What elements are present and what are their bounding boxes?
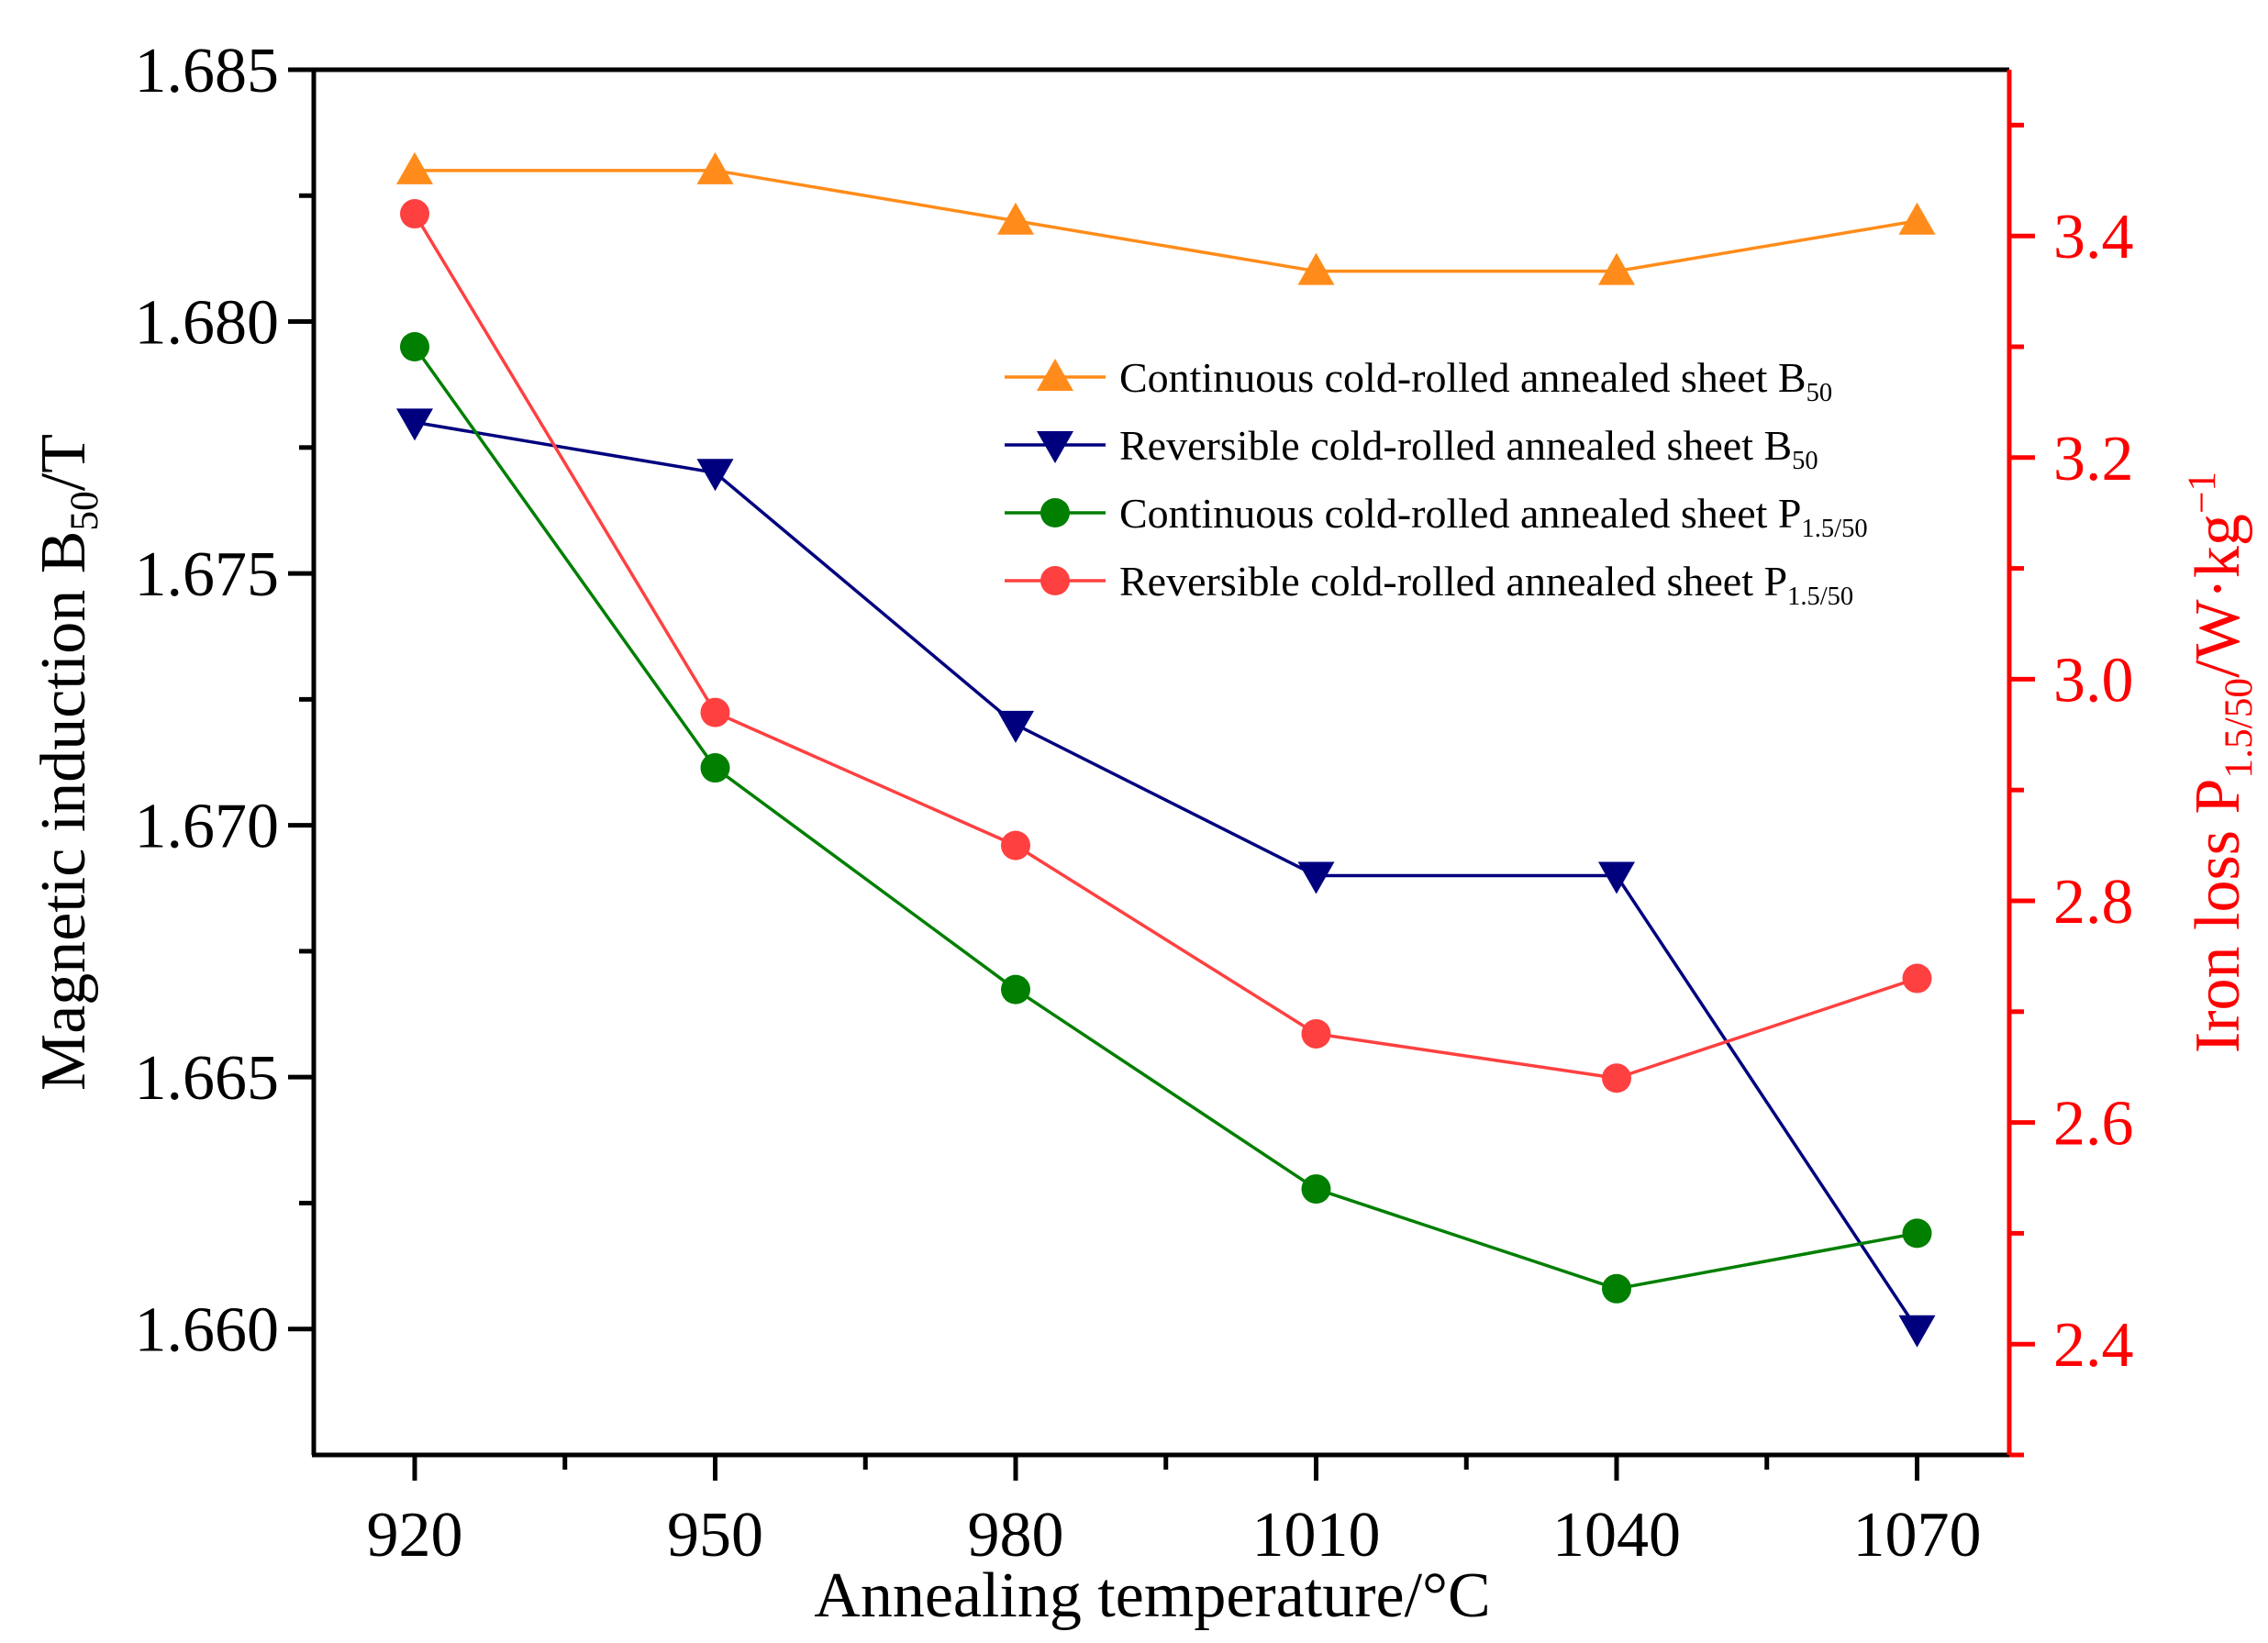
legend-label: Reversible cold-rolled annealed sheet P1… — [1119, 558, 1853, 611]
left-tick-label: 1.660 — [135, 1295, 280, 1366]
data-point — [396, 151, 433, 184]
series-line — [413, 213, 1918, 1081]
data-point — [1297, 252, 1335, 285]
legend-item-1: Continuous cold-rolled annealed sheet B5… — [1005, 354, 1832, 407]
right-tick-label: 3.2 — [2053, 424, 2134, 494]
left-tick-label: 1.675 — [135, 539, 280, 610]
series-line — [414, 420, 1918, 1330]
legend-label: Continuous cold-rolled annealed sheet P1… — [1119, 490, 1868, 543]
data-point — [1001, 974, 1030, 1005]
x-tick-label: 980 — [968, 1500, 1064, 1571]
legend-label: Continuous cold-rolled annealed sheet B5… — [1119, 354, 1832, 407]
right-tick-label: 2.8 — [2053, 867, 2134, 938]
data-point — [997, 202, 1034, 235]
legend-label: Reversible cold-rolled annealed sheet B5… — [1119, 422, 1818, 475]
legend-item-2: Reversible cold-rolled annealed sheet B5… — [1005, 422, 1818, 475]
data-point — [400, 199, 429, 229]
data-point — [1297, 861, 1335, 894]
data-point — [400, 332, 429, 361]
legend-marker — [1040, 566, 1070, 595]
legend: Continuous cold-rolled annealed sheet B5… — [1005, 354, 1868, 611]
x-tick-label: 920 — [367, 1500, 463, 1571]
data-point — [696, 151, 734, 184]
series-4 — [400, 199, 1932, 1093]
data-point — [1902, 963, 1932, 994]
right-tick-label: 3.0 — [2053, 645, 2134, 716]
data-point — [700, 753, 730, 783]
left-tick-label: 1.665 — [135, 1043, 280, 1114]
data-point — [1898, 1315, 1936, 1348]
data-point — [1598, 252, 1635, 285]
data-point — [1301, 1174, 1331, 1204]
legend-marker — [1037, 359, 1073, 391]
x-tick-label: 1070 — [1853, 1500, 1982, 1571]
x-tick-label: 1010 — [1252, 1500, 1381, 1571]
data-point — [1898, 202, 1936, 235]
left-tick-label: 1.680 — [135, 288, 280, 359]
data-point — [1301, 1018, 1331, 1049]
data-point — [1602, 1273, 1631, 1304]
right-tick-label: 2.6 — [2053, 1089, 2134, 1160]
x-axis-title: Annealing temperature/°C — [814, 1560, 1490, 1631]
data-point — [1902, 1218, 1932, 1249]
series-line — [415, 169, 1918, 273]
right-tick-label: 3.4 — [2053, 202, 2134, 272]
series-3 — [400, 332, 1932, 1304]
data-point — [696, 459, 734, 492]
x-tick-label: 1040 — [1552, 1500, 1681, 1571]
data-point — [700, 697, 730, 727]
x-tick-label: 950 — [667, 1500, 763, 1571]
series-layer — [396, 151, 1936, 1348]
series-2 — [396, 408, 1936, 1348]
data-point — [997, 710, 1034, 743]
right-tick-label: 2.4 — [2053, 1310, 2134, 1381]
data-point — [1602, 1063, 1631, 1093]
legend-item-4: Reversible cold-rolled annealed sheet P1… — [1005, 558, 1853, 611]
data-point — [396, 408, 433, 441]
data-point — [1598, 861, 1635, 894]
left-tick-label: 1.670 — [135, 792, 280, 862]
legend-marker — [1040, 498, 1070, 527]
left-tick-label: 1.685 — [135, 36, 280, 106]
series-line — [413, 345, 1918, 1291]
right-axis-title: Iron loss P1.5/50/W·kg−1 — [2180, 472, 2261, 1053]
series-1 — [396, 151, 1936, 285]
axes: 1.660 1.665 1.670 1.675 1.680 1.685 2.4 2.6 2.8 3… — [28, 36, 2261, 1631]
legend-marker — [1037, 431, 1073, 463]
legend-item-3: Continuous cold-rolled annealed sheet P1… — [1005, 490, 1868, 543]
data-point — [1001, 830, 1030, 860]
left-axis-title: Magnetic induction B50/T — [28, 434, 106, 1091]
